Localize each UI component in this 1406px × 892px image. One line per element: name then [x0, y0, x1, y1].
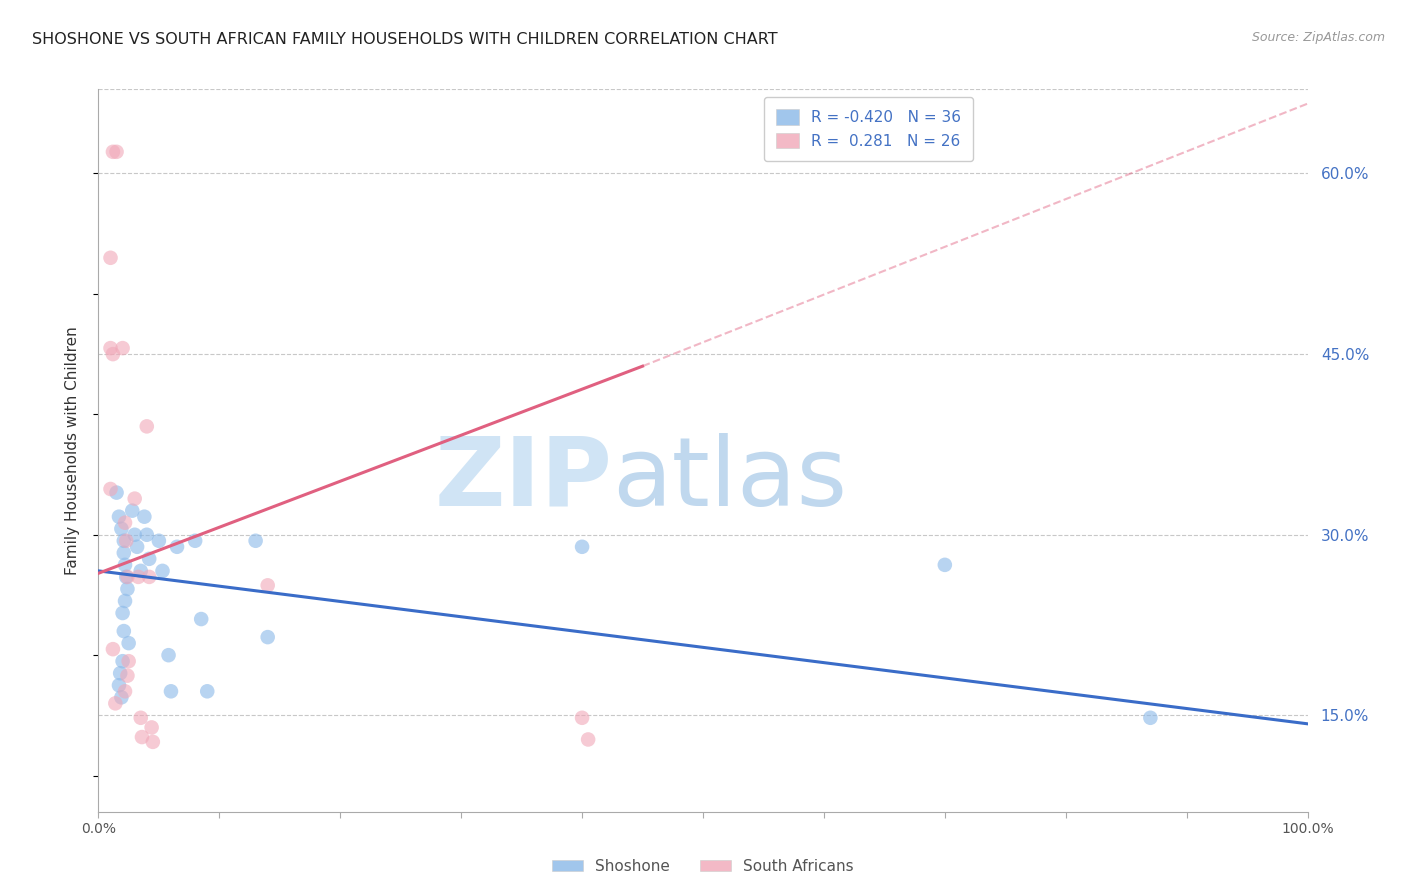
Point [101, 347, 124, 361]
Point [245, 533, 267, 548]
Point [104, 696, 127, 710]
Point [108, 678, 131, 692]
Point [114, 684, 136, 698]
Point [138, 570, 160, 584]
Point [101, 145, 124, 159]
Point [190, 612, 212, 626]
Point [256, 578, 278, 592]
Point [105, 485, 128, 500]
Point [184, 533, 207, 548]
Point [108, 509, 131, 524]
Point [129, 564, 152, 578]
Point [138, 551, 160, 566]
Legend: R = -0.420   N = 36, R =  0.281   N = 26: R = -0.420 N = 36, R = 0.281 N = 26 [763, 97, 973, 161]
Point [148, 533, 170, 548]
Point [195, 684, 218, 698]
Point [117, 668, 139, 682]
Point [166, 540, 188, 554]
Point [1139, 711, 1161, 725]
Point [114, 516, 136, 530]
Point [152, 564, 174, 578]
Point [256, 630, 278, 644]
Point [118, 654, 141, 668]
Point [934, 558, 956, 572]
Point [571, 540, 593, 554]
Text: ZIP: ZIP [434, 433, 613, 526]
Point [135, 419, 157, 434]
Point [127, 540, 149, 554]
Point [101, 642, 124, 657]
Point [160, 684, 183, 698]
Point [135, 528, 157, 542]
Point [124, 528, 146, 542]
Point [100, 251, 122, 265]
Point [124, 491, 146, 506]
Point [117, 582, 139, 596]
Point [115, 533, 138, 548]
Point [111, 654, 134, 668]
Point [111, 606, 134, 620]
Y-axis label: Family Households with Children: Family Households with Children [65, 326, 80, 574]
Point [141, 721, 163, 735]
Point [112, 533, 135, 548]
Point [112, 624, 135, 639]
Text: SHOSHONE VS SOUTH AFRICAN FAMILY HOUSEHOLDS WITH CHILDREN CORRELATION CHART: SHOSHONE VS SOUTH AFRICAN FAMILY HOUSEHO… [32, 31, 778, 46]
Point [127, 570, 149, 584]
Point [108, 666, 131, 681]
Point [118, 636, 141, 650]
Point [105, 145, 128, 159]
Point [571, 711, 593, 725]
Point [115, 570, 138, 584]
Point [111, 341, 134, 355]
Point [576, 732, 599, 747]
Point [114, 558, 136, 572]
Point [131, 730, 153, 744]
Point [110, 522, 132, 536]
Point [117, 570, 139, 584]
Point [100, 482, 122, 496]
Point [157, 648, 180, 662]
Point [100, 341, 122, 355]
Point [134, 509, 156, 524]
Point [110, 690, 132, 705]
Legend: Shoshone, South Africans: Shoshone, South Africans [546, 853, 860, 880]
Point [129, 711, 152, 725]
Point [142, 735, 165, 749]
Text: Source: ZipAtlas.com: Source: ZipAtlas.com [1251, 31, 1385, 45]
Point [121, 503, 143, 517]
Text: atlas: atlas [613, 433, 848, 526]
Point [114, 594, 136, 608]
Point [112, 546, 135, 560]
